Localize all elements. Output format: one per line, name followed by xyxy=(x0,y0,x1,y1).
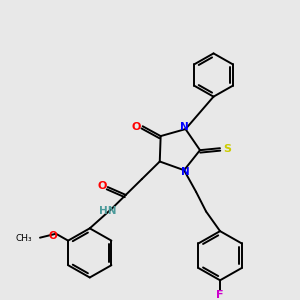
Text: O: O xyxy=(49,231,57,241)
Text: S: S xyxy=(223,144,231,154)
Text: F: F xyxy=(216,290,224,300)
Text: N: N xyxy=(181,167,189,177)
Text: HN: HN xyxy=(99,206,116,216)
Text: N: N xyxy=(180,122,189,132)
Text: O: O xyxy=(97,181,106,191)
Text: CH₃: CH₃ xyxy=(15,234,32,243)
Text: O: O xyxy=(132,122,141,132)
